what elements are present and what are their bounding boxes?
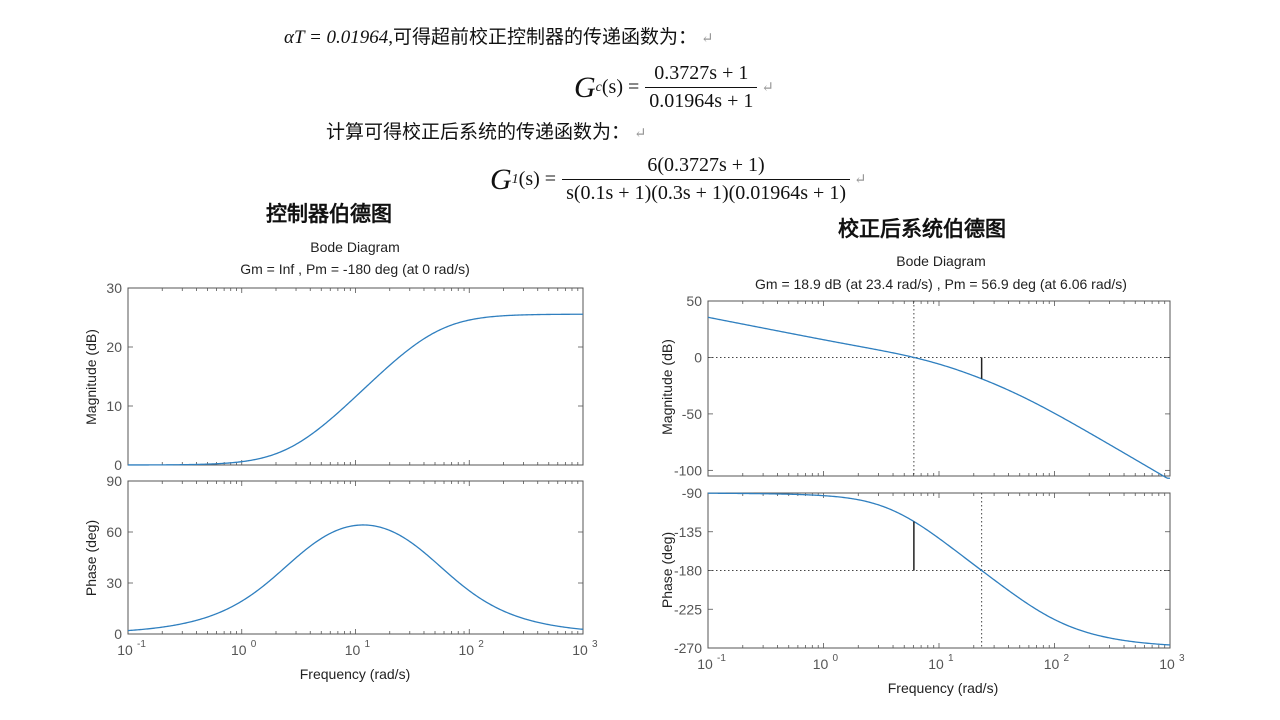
x-tick-label: 10 [697,656,713,672]
eq1-arg: (s) = [601,76,640,98]
x-tick-exponent: 2 [1064,653,1070,664]
y-tick-label: 30 [106,575,122,591]
y-tick-label: 10 [106,398,122,414]
x-tick-exponent: 1 [948,653,954,664]
y-tick-label: 60 [106,524,122,540]
eq1-fraction: 0.3727s + 1 0.01964s + 1 [645,62,758,113]
x-tick-exponent: -1 [137,639,146,650]
controller-bode-diagram: Bode Diagram Gm = Inf , Pm = -180 deg (a… [83,239,598,682]
paragraph-mark-icon: ↵ [761,80,774,96]
x-tick-label: 10 [813,656,829,672]
right-chart-title: Bode Diagram [896,253,986,269]
plot-axes-box [707,300,1171,477]
eq2-fraction: 6(0.3727s + 1) s(0.1s + 1)(0.3s + 1)(0.0… [562,154,850,205]
y-tick-label: -135 [674,524,702,540]
right-mag-ylabel: Magnitude (dB) [659,339,675,435]
right-magnitude-plot: -100 -50 0 50 [674,293,1171,479]
y-tick-label: -225 [674,601,702,617]
x-tick-label: 10 [458,642,474,658]
eq1-denominator: 0.01964s + 1 [645,87,758,113]
right-xlabel: Frequency (rad/s) [888,680,998,696]
eq1-numerator: 0.3727s + 1 [654,62,749,84]
y-tick-label: -50 [682,406,702,422]
x-tick-exponent: 0 [251,639,257,650]
left-chart-subtitle: Gm = Inf , Pm = -180 deg (at 0 rad/s) [240,261,470,277]
doc-line-1: αT = 0.01964,可得超前校正控制器的传递函数为： ↵ [284,22,714,49]
left-chart-title: Bode Diagram [310,239,400,255]
y-tick-label: -100 [674,462,702,478]
y-tick-label: -270 [674,640,702,656]
line2-text: 计算可得校正后系统的传递函数为： [326,122,631,143]
controller-bode-heading: 控制器伯德图 [266,202,392,226]
bode-curve [707,316,1170,479]
left-mag-ylabel: Magnitude (dB) [83,329,99,425]
plot-axes-box [127,287,584,466]
x-tick-exponent: 0 [833,653,839,664]
y-tick-label: 30 [106,280,122,296]
y-tick-label: 50 [686,293,702,309]
x-tick-exponent: -1 [717,653,726,664]
plot-axes-box [127,480,584,635]
x-tick-label: 10 [928,656,944,672]
eq2-numerator: 6(0.3727s + 1) [647,154,765,176]
x-tick-label: 10 [117,642,133,658]
paragraph-mark-icon: ↵ [854,172,867,188]
y-tick-label: 0 [114,626,122,642]
line1-text: ,可得超前校正控制器的传递函数为： [388,27,698,48]
bode-curve [128,313,583,466]
alpha-t-expression: αT = 0.01964 [284,27,389,48]
left-xlabel: Frequency (rad/s) [300,666,410,682]
eq2-sub: 1 [511,171,519,187]
eq1-sub: c [595,79,602,95]
y-tick-label: 90 [106,473,122,489]
paragraph-mark-icon: ↵ [701,31,714,47]
x-tick-exponent: 3 [592,639,598,650]
system-bode-diagram: Bode Diagram Gm = 18.9 dB (at 23.4 rad/s… [659,253,1185,696]
eq2-denominator: s(0.1s + 1)(0.3s + 1)(0.01964s + 1) [562,179,850,205]
left-magnitude-plot: 0 10 20 30 [106,280,584,473]
right-phase-ylabel: Phase (deg) [659,532,675,608]
y-tick-label: 20 [106,339,122,355]
x-tick-label: 10 [1044,656,1060,672]
x-tick-exponent: 1 [365,639,371,650]
bode-curve [707,492,1171,646]
right-chart-subtitle: Gm = 18.9 dB (at 23.4 rad/s) , Pm = 56.9… [755,276,1127,292]
y-tick-label: -180 [674,563,702,579]
x-tick-label: 10 [572,642,588,658]
x-tick-exponent: 3 [1179,653,1185,664]
system-transfer-function: G 1 (s) = 6(0.3727s + 1) s(0.1s + 1)(0.3s … [490,154,867,205]
bode-curve [127,524,584,632]
x-tick-exponent: 2 [478,639,484,650]
x-tick-label: 10 [231,642,247,658]
y-tick-label: 0 [114,457,122,473]
x-tick-label: 10 [345,642,361,658]
doc-line-2: 计算可得校正后系统的传递函数为： ↵ [326,117,647,144]
y-tick-label: -90 [682,485,702,501]
eq2-arg: (s) = [518,168,557,190]
x-tick-label: 10 [1159,656,1175,672]
right-phase-plot: -270 -225 -180 -135 -90 10 -1 10 0 10 1 10 2 10 3 [674,485,1185,672]
eq1-g: G [574,70,596,104]
eq2-g: G [490,162,512,196]
system-bode-heading: 校正后系统伯德图 [838,217,1006,241]
paragraph-mark-icon: ↵ [634,126,647,142]
y-tick-label: 0 [694,349,702,365]
left-phase-ylabel: Phase (deg) [83,520,99,596]
